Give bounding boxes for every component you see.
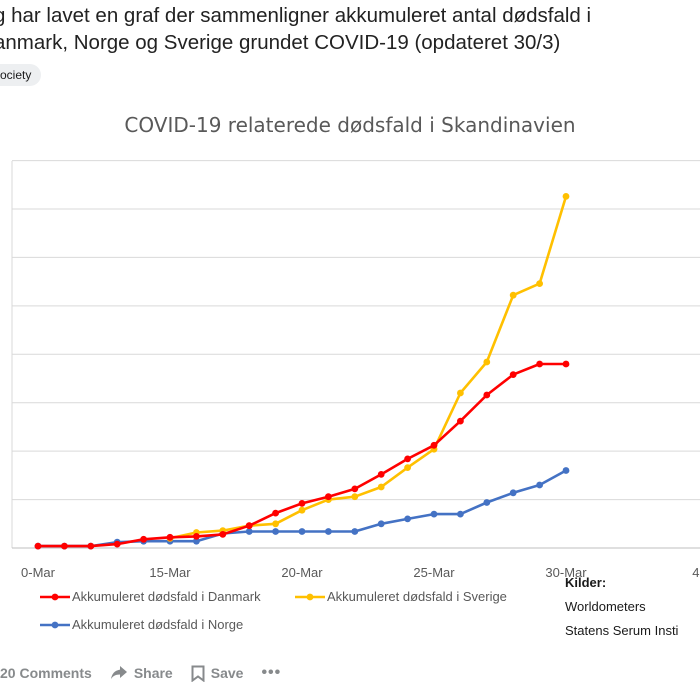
series-0 xyxy=(34,360,570,550)
series-line xyxy=(38,362,566,548)
data-point xyxy=(483,391,491,399)
chart-image: COVID-19 relaterede dødsfald i Skandinav… xyxy=(0,95,700,650)
legend-item: Akkumuleret dødsfald i Norge xyxy=(40,617,243,632)
legend-item: Akkumuleret dødsfald i Sverige xyxy=(295,589,507,604)
data-point xyxy=(245,522,253,530)
save-label: Save xyxy=(210,665,244,681)
data-point xyxy=(377,471,385,478)
series-line xyxy=(169,196,568,540)
data-point xyxy=(562,467,570,474)
data-point xyxy=(483,358,491,366)
data-point xyxy=(457,389,464,397)
data-point xyxy=(87,542,95,550)
data-point xyxy=(377,483,385,491)
post-flair[interactable]: ociety xyxy=(0,64,42,86)
legend-swatch-marker xyxy=(51,593,59,601)
data-point xyxy=(193,537,200,545)
x-tick-label: 25-Mar xyxy=(413,565,455,580)
data-point xyxy=(34,542,42,550)
data-point xyxy=(61,542,68,550)
x-tick-label: 4- xyxy=(692,565,700,580)
data-point xyxy=(536,360,543,368)
data-point xyxy=(404,455,411,463)
data-point xyxy=(351,528,359,535)
chart-title: COVID-19 relaterede dødsfald i Skandinav… xyxy=(124,113,575,137)
source-item: Statens Serum Insti xyxy=(565,623,679,638)
x-tick-label: 0-Mar xyxy=(21,565,56,580)
legend-label: Akkumuleret dødsfald i Sverige xyxy=(327,589,507,604)
more-options-button[interactable]: ••• xyxy=(261,664,282,681)
chart-series xyxy=(34,193,570,550)
post-title[interactable]: g har lavet en graf der sammenligner akk… xyxy=(0,2,700,56)
chart-axes xyxy=(11,161,700,549)
data-point xyxy=(325,528,332,535)
data-point xyxy=(351,485,359,493)
data-point xyxy=(404,515,411,523)
data-point xyxy=(562,360,570,368)
post-title-line-1[interactable]: g har lavet en graf der sammenligner akk… xyxy=(0,4,592,27)
x-tick-label: 20-Mar xyxy=(281,565,323,580)
legend-swatch-marker xyxy=(51,621,59,629)
series-1 xyxy=(166,193,570,542)
data-point xyxy=(245,528,253,535)
bookmark-icon xyxy=(191,665,205,682)
data-point xyxy=(509,489,517,497)
data-point xyxy=(219,531,227,538)
data-point xyxy=(272,520,279,528)
chart-gridlines xyxy=(12,160,700,501)
data-point xyxy=(193,533,200,540)
share-icon xyxy=(110,666,127,679)
chart-svg: COVID-19 relaterede dødsfald i Skandinav… xyxy=(11,113,700,638)
data-point xyxy=(430,441,438,449)
data-point xyxy=(298,528,306,535)
legend-item: Akkumuleret dødsfald i Danmark xyxy=(40,589,261,604)
comments-label: 20 Comments xyxy=(0,665,92,681)
data-point xyxy=(113,540,121,548)
data-point xyxy=(562,193,570,200)
data-point xyxy=(351,493,359,501)
data-point xyxy=(272,509,279,517)
data-point xyxy=(536,280,543,287)
data-point xyxy=(457,510,464,518)
x-tick-label: 30-Mar xyxy=(545,565,587,580)
data-point xyxy=(298,506,306,514)
chart-sources: Kilder: Worldometers Statens Serum Insti xyxy=(565,575,679,638)
share-label: Share xyxy=(133,665,173,681)
data-point xyxy=(457,417,464,425)
data-point xyxy=(140,535,148,543)
data-point xyxy=(377,520,385,528)
data-point xyxy=(166,533,174,541)
save-button[interactable]: Save xyxy=(191,665,244,682)
source-item: Worldometers xyxy=(565,599,646,614)
post-actions-bar: 20 Comments Share Save ••• xyxy=(0,656,700,690)
data-point xyxy=(298,500,306,507)
post-title-line-2[interactable]: anmark, Norge og Sverige grundet COVID-1… xyxy=(0,31,561,54)
data-point xyxy=(325,493,332,501)
legend-swatch-marker xyxy=(306,593,314,601)
data-point xyxy=(430,510,438,518)
chart-legend: Akkumuleret dødsfald i Danmark Akkumulere… xyxy=(40,589,507,632)
data-point xyxy=(404,464,411,471)
data-point xyxy=(509,371,517,378)
data-point xyxy=(509,291,517,299)
sources-title: Kilder: xyxy=(565,575,606,590)
share-button[interactable]: Share xyxy=(110,665,173,681)
legend-label: Akkumuleret dødsfald i Danmark xyxy=(72,589,261,604)
data-point xyxy=(272,528,279,535)
data-point xyxy=(483,499,491,506)
data-point xyxy=(536,481,543,489)
comments-button[interactable]: 20 Comments xyxy=(0,665,92,681)
chart-x-ticks: 0-Mar 15-Mar 20-Mar 25-Mar 30-Mar 4- xyxy=(21,565,700,580)
x-tick-label: 15-Mar xyxy=(149,565,191,580)
legend-label: Akkumuleret dødsfald i Norge xyxy=(72,617,243,632)
